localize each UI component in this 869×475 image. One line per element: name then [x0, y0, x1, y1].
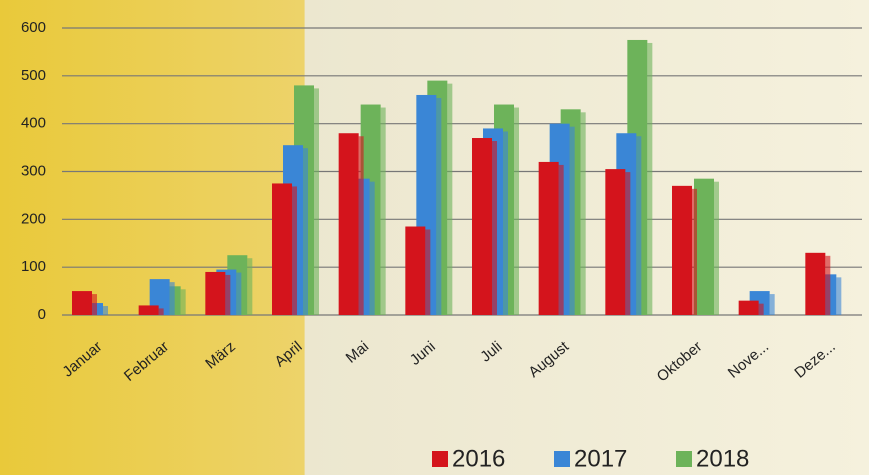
legend-label: 2018 [696, 445, 749, 472]
chart: 0100200300400500600JanuarFebruarMärzApri… [0, 0, 869, 475]
bar-side [170, 282, 175, 315]
bar-side [625, 172, 630, 315]
bar [272, 183, 292, 315]
legend-swatch [554, 451, 570, 467]
bar-side [570, 127, 575, 315]
bar [139, 305, 159, 315]
bar [539, 162, 559, 315]
bar-side [436, 98, 441, 315]
bar [605, 169, 625, 315]
bar-side [447, 84, 452, 315]
bar [672, 186, 692, 315]
bar-side [359, 136, 364, 315]
bar-side [92, 294, 97, 315]
bar [405, 227, 425, 315]
bar-side [381, 108, 386, 315]
bar-side [636, 136, 641, 315]
bar-side [314, 88, 319, 315]
bar-side [559, 165, 564, 315]
bar [205, 272, 225, 315]
y-tick-label: 400 [21, 115, 46, 132]
bar-side [836, 277, 841, 315]
y-tick-label: 0 [38, 306, 46, 323]
bar-side [370, 182, 375, 315]
legend-swatch [432, 451, 448, 467]
bar-side [103, 306, 108, 315]
bar [739, 301, 759, 315]
bar-side [825, 256, 830, 315]
y-tick-label: 300 [21, 162, 46, 179]
y-tick-label: 600 [21, 19, 46, 36]
bar-side [247, 258, 252, 315]
bar-side [692, 189, 697, 315]
bar-side [236, 273, 241, 315]
bar [472, 138, 492, 315]
bar-side [770, 294, 775, 315]
bar [339, 133, 359, 315]
bar-side [303, 148, 308, 315]
legend-label: 2016 [452, 445, 505, 472]
bar-side [514, 108, 519, 315]
y-tick-label: 200 [21, 210, 46, 227]
bar-side [225, 275, 230, 315]
bar-side [503, 131, 508, 315]
bar-side [759, 304, 764, 315]
bar-side [647, 43, 652, 315]
bar-side [714, 182, 719, 315]
legend-swatch [676, 451, 692, 467]
bar [72, 291, 92, 315]
bar [805, 253, 825, 315]
bar-side [181, 289, 186, 315]
bar-side [581, 112, 586, 315]
y-tick-label: 500 [21, 67, 46, 84]
y-tick-label: 100 [21, 258, 46, 275]
bar-side [492, 141, 497, 315]
bar-side [425, 230, 430, 315]
bar-side [292, 186, 297, 315]
legend-label: 2017 [574, 445, 627, 472]
bar-side [159, 308, 164, 315]
